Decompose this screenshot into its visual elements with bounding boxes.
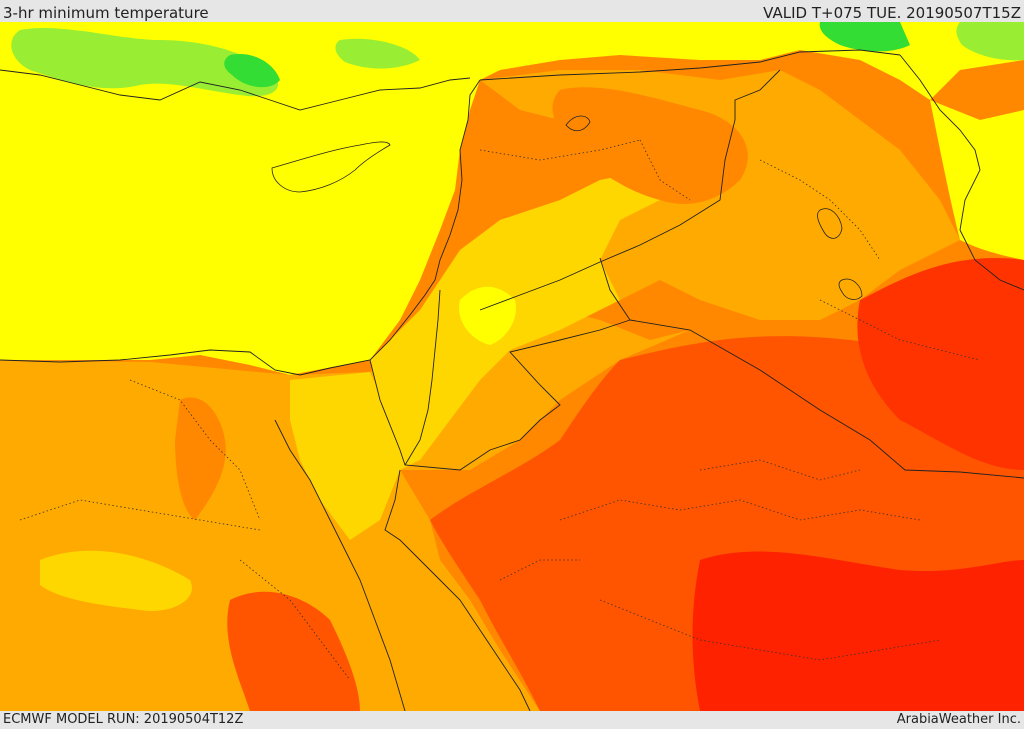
model-run-label: ECMWF MODEL RUN: 20190504T12Z [3,712,244,727]
lake-razazah [838,278,863,300]
shading-turkey-green-2 [224,54,280,88]
coastline-egypt [0,79,481,376]
shading-jordan-yellow [459,286,516,345]
map-title: 3-hr minimum temperature [3,4,209,22]
lake-tharthar [817,208,843,239]
footer-bar: ECMWF MODEL RUN: 20190504T12Z ArabiaWeat… [0,711,1024,729]
coastline-redsea-west [274,419,406,711]
shading-iran-lightgreen [956,22,1024,61]
shading-egypt-red [227,591,360,711]
shading-turkey-green-3 [335,38,420,69]
shading-syria-core [552,87,748,204]
shading-turkey-green [11,27,279,97]
shading-nile-orange [175,397,226,520]
shading-iraq-red [857,258,1024,470]
shading-saudi-red [692,551,1024,711]
temperature-map[interactable] [0,22,1024,711]
shading-iran-green [819,22,910,52]
credit-label: ArabiaWeather Inc. [896,712,1021,727]
shading-mediterranean-yellow [0,22,1024,375]
shading-syria-orange [480,70,960,320]
header-bar: 3-hr minimum temperature VALID T+075 TUE… [0,0,1024,22]
shading-iran-yellow [930,100,1024,260]
coastline-turkey [0,69,471,111]
shading-sinai-gold [290,372,400,540]
admin-boundaries [19,139,981,681]
shading-egypt-streak [40,550,192,611]
cyprus-outline [271,141,391,193]
lake-assad [565,115,591,132]
jordan-river [404,289,441,466]
valid-time: VALID T+075 TUE. 20190507T15Z [763,4,1021,22]
coastline-redsea-east [384,469,531,711]
country-borders [369,49,1024,479]
